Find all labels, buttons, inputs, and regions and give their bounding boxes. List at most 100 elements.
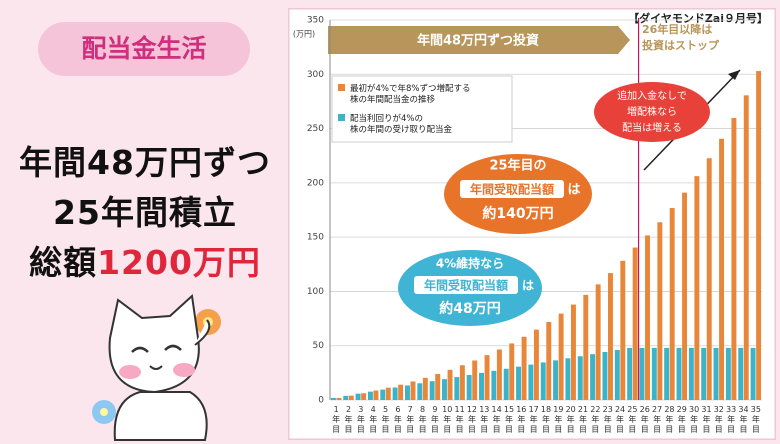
bar [417,383,423,400]
mouth [149,365,163,370]
banner-arrow [328,26,630,54]
y-tick-label: 50 [313,341,325,351]
bar [627,347,633,400]
bar [682,192,688,400]
bar [590,354,596,400]
bar [336,397,342,400]
y-tick-label: 350 [307,16,324,26]
legend-swatch [338,84,345,91]
bar [479,372,484,400]
bar [743,95,749,400]
y-tick-label: 150 [307,233,324,243]
bar [694,176,700,400]
legend [331,75,513,143]
total-prefix: 総額 [29,243,98,282]
bar [614,349,620,400]
source: 【ダイヤモンドZai９月号】 [628,11,768,25]
bar [459,365,465,400]
bar [466,375,472,400]
bar [750,347,756,400]
bar [546,321,552,400]
bar [355,393,361,400]
bar [738,347,744,400]
legend-label: 最初が4%で年8%ずつ増配する株の年間配当金の推移 [350,83,470,105]
trend-arrowhead [728,70,740,80]
x-tick-label: 23 年目 [603,405,613,434]
bar [577,356,583,400]
x-tick-label: 26 年目 [640,405,650,434]
banner: 年間48万円ずつ投資 [417,33,539,49]
cat-body [113,391,208,441]
bar [422,377,428,400]
bar [343,395,349,400]
y-unit: (万円) [293,30,315,39]
bar [392,387,398,400]
x-tick-label: 20 年目 [566,405,576,434]
y-tick-label: 200 [307,178,324,188]
orange-callout-amount: 約140万円 [482,205,553,222]
growth-note: 配当は増える [622,121,682,134]
bar [447,369,453,400]
bar [540,362,546,400]
x-tick-label: 13 年目 [479,405,489,434]
bar [657,222,663,400]
bar [558,313,564,400]
x-tick-label: 15 年目 [504,405,514,434]
x-tick-label: 27 年目 [652,405,662,434]
x-tick-label: 4 年目 [369,405,377,434]
bar [583,294,589,400]
x-tick-label: 19 年目 [553,405,563,434]
y-tick-label: 300 [307,70,324,80]
legend-swatch [338,114,345,121]
x-tick-label: 17 年目 [529,405,539,434]
chart: 【ダイヤモンドZai９月号】 (万円) 年間48万円ずつ投資 26年目以降は 投… [288,8,776,440]
x-tick-label: 25 年目 [627,405,637,434]
total-amount: 1200万円 [97,243,261,282]
legend-items: 最初が4%で年8%ずつ増配する株の年間配当金の推移配当利回りが4%の株の年間の受… [338,83,470,135]
flower [100,408,108,416]
x-tick-label: 1 年目 [332,405,340,434]
x-tick-label: 2 年目 [345,405,353,434]
bar [442,379,447,400]
bar [595,284,601,400]
x-tick-label: 32 年目 [714,405,724,434]
orange-callout-text: は [567,183,580,198]
bar [491,370,497,400]
bar [570,304,576,400]
left-panel: 配当金生活 年間48万円ずつ 25年間積立 総額1200万円 [0,0,290,444]
y-tick-label: 100 [307,287,324,297]
x-tick-label: 12 年目 [467,405,477,434]
x-tick-label: 3 年目 [357,405,365,434]
bar [725,347,731,400]
bar [435,373,441,400]
callout-label-box [414,276,518,294]
bar [731,117,737,400]
x-tick-label: 18 年目 [541,405,551,434]
x-tick-label: 28 年目 [664,405,674,434]
bar [565,358,571,400]
x-tick-label: 22 年目 [590,405,600,434]
bar [429,381,435,400]
bar [516,366,522,400]
blue-callout-text: 4%維持なら [436,256,504,271]
headline: 25年間積立 [53,193,237,232]
bar [669,208,675,400]
x-tick-label: 16 年目 [516,405,526,434]
bar [713,347,719,400]
legend-label: 配当利回りが4%の株の年間の受け取り配当金 [350,113,453,135]
bar [484,355,490,400]
bar [348,395,354,400]
stop-note: 26年目以降は [642,22,712,36]
x-tick-label: 31 年目 [701,405,711,434]
y-tick-label: 250 [307,124,324,134]
growth-bubble [594,82,710,142]
bar [509,343,515,400]
y-tick-label: 0 [318,396,324,406]
x-tick-label: 30 年目 [689,405,699,434]
eyes [131,344,182,353]
bar [756,71,762,401]
headline-total: 総額1200万円 [0,236,290,284]
stop-note: 投資はストップ [642,38,720,52]
bar [639,347,645,400]
bar [706,158,712,400]
